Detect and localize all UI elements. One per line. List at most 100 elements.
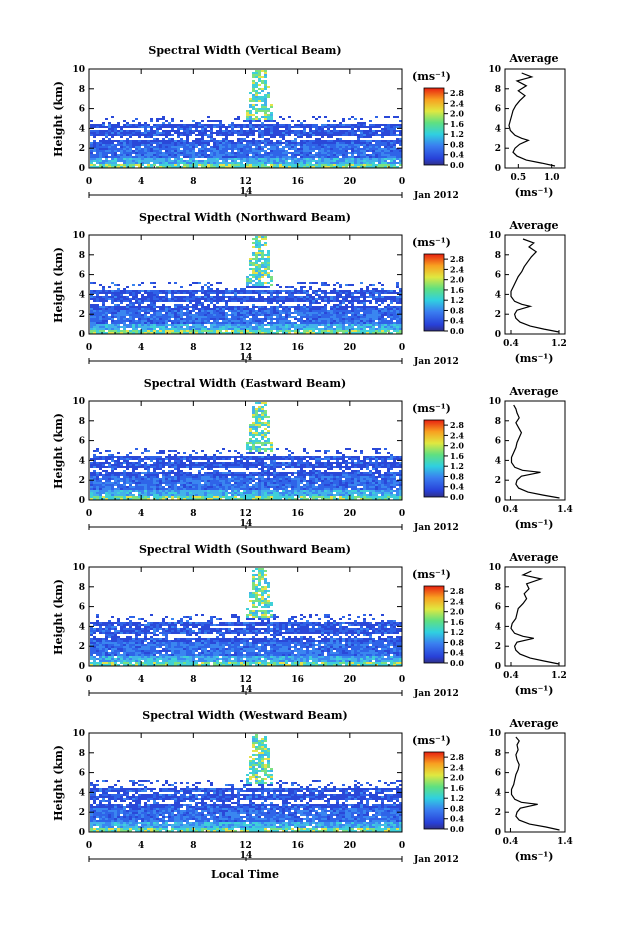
x-tick-label: 4 xyxy=(138,177,144,187)
colorbar xyxy=(423,87,445,166)
average-y-tick-label: 2 xyxy=(495,144,501,154)
x-tick-label: 0 xyxy=(86,343,92,353)
colorbar-tick-label: 0.8 xyxy=(450,803,464,813)
colorbar-unit: (ms⁻¹) xyxy=(412,568,451,581)
average-y-tick-label: 4 xyxy=(495,290,501,300)
average-y-tick-label: 10 xyxy=(488,563,501,573)
date-label: Jan 2012 xyxy=(413,357,459,367)
average-y-tick-label: 2 xyxy=(495,808,501,818)
average-x-tick-label: 0.5 xyxy=(510,173,526,183)
colorbar-tick-label: 0.8 xyxy=(450,139,464,149)
average-title: Average xyxy=(508,385,558,398)
y-axis-label: Height (km) xyxy=(52,745,65,821)
average-x-ticks: 0.4 1.2 xyxy=(503,662,567,681)
y-ticks: 0 2 4 6 8 10 xyxy=(72,563,402,672)
x-tick-label: 12 xyxy=(239,343,252,353)
x-tick-label: 20 xyxy=(344,509,357,519)
colorbar-unit: (ms⁻¹) xyxy=(412,734,451,747)
colorbar-tick-label: 0.8 xyxy=(450,305,464,315)
colorbar-tick-label: 0.8 xyxy=(450,637,464,647)
panel-southward-beam: Spectral Width (Southward Beam) Height (… xyxy=(52,543,567,699)
colorbar-tick-label: 2.0 xyxy=(450,441,464,451)
average-title: Average xyxy=(508,219,558,232)
day-marker: 14 xyxy=(240,685,253,695)
y-tick-label: 0 xyxy=(79,828,85,838)
x-tick-label: 0 xyxy=(86,841,92,851)
average-unit: (ms⁻¹) xyxy=(515,186,554,199)
average-x-ticks: 0.4 1.4 xyxy=(503,496,573,515)
average-unit: (ms⁻¹) xyxy=(515,352,554,365)
y-tick-label: 6 xyxy=(79,437,85,447)
x-ticks: 0 4 8 12 16 20 0 xyxy=(86,567,405,685)
x-tick-label: 16 xyxy=(291,675,304,685)
y-tick-label: 0 xyxy=(79,662,85,672)
heatmap-area xyxy=(90,734,402,832)
average-y-tick-label: 2 xyxy=(495,476,501,486)
y-tick-label: 6 xyxy=(79,769,85,779)
y-axis-label: Height (km) xyxy=(52,579,65,655)
colorbar xyxy=(423,585,445,664)
chart-title: Spectral Width (Northward Beam) xyxy=(139,211,351,224)
average-x-tick-label: 1.0 xyxy=(544,173,560,183)
average-y-tick-label: 8 xyxy=(495,251,501,261)
average-x-tick-label: 0.4 xyxy=(503,505,519,515)
x-tick-label: 0 xyxy=(399,509,405,519)
chart-title: Spectral Width (Vertical Beam) xyxy=(148,44,341,57)
average-y-tick-label: 8 xyxy=(495,749,501,759)
average-y-ticks: 0 2 4 6 8 10 xyxy=(488,231,509,340)
heatmap-area xyxy=(90,236,402,334)
x-tick-label: 0 xyxy=(399,841,405,851)
y-tick-label: 2 xyxy=(79,808,85,818)
day-marker: 14 xyxy=(240,353,253,363)
average-x-ticks: 0.5 1.0 xyxy=(510,164,560,183)
y-tick-label: 10 xyxy=(72,65,85,75)
colorbar-tick-label: 1.2 xyxy=(450,793,464,803)
x-tick-label: 12 xyxy=(239,841,252,851)
date-label: Jan 2012 xyxy=(413,191,459,201)
average-profile-line xyxy=(508,72,556,167)
heatmap-area xyxy=(90,568,402,666)
y-tick-label: 0 xyxy=(79,330,85,340)
colorbar-tick-label: 2.4 xyxy=(450,596,464,606)
colorbar-unit: (ms⁻¹) xyxy=(412,70,451,83)
x-ticks: 0 4 8 12 16 20 0 xyxy=(86,401,405,519)
x-tick-label: 8 xyxy=(190,177,196,187)
average-x-tick-label: 1.2 xyxy=(551,339,567,349)
average-y-tick-label: 4 xyxy=(495,124,501,134)
average-y-tick-label: 8 xyxy=(495,583,501,593)
x-tick-label: 20 xyxy=(344,343,357,353)
colorbar-tick-label: 0.4 xyxy=(450,814,464,824)
y-tick-label: 2 xyxy=(79,476,85,486)
average-profile-line xyxy=(510,238,560,333)
x-ticks: 0 4 8 12 16 20 0 xyxy=(86,733,405,851)
average-x-tick-label: 0.4 xyxy=(503,671,519,681)
x-tick-label: 4 xyxy=(138,675,144,685)
average-y-tick-label: 0 xyxy=(495,662,501,672)
average-y-tick-label: 8 xyxy=(495,85,501,95)
colorbar-tick-label: 2.0 xyxy=(450,275,464,285)
colorbar-tick-label: 0.0 xyxy=(450,326,464,336)
colorbar xyxy=(423,751,445,830)
y-axis-label: Height (km) xyxy=(52,413,65,489)
average-profile-line xyxy=(510,570,560,665)
date-axis: 14 Jan 2012 xyxy=(88,353,459,367)
average-y-tick-label: 6 xyxy=(495,437,501,447)
y-tick-label: 8 xyxy=(79,583,85,593)
y-tick-label: 8 xyxy=(79,749,85,759)
chart-title: Spectral Width (Westward Beam) xyxy=(142,709,347,722)
average-y-tick-label: 0 xyxy=(495,164,501,174)
colorbar-tick-label: 2.8 xyxy=(450,88,464,98)
average-y-tick-label: 2 xyxy=(495,310,501,320)
y-tick-label: 6 xyxy=(79,603,85,613)
colorbar-tick-label: 1.6 xyxy=(450,119,464,129)
average-y-tick-label: 6 xyxy=(495,769,501,779)
x-tick-label: 0 xyxy=(86,177,92,187)
colorbar-tick-label: 1.6 xyxy=(450,451,464,461)
average-y-tick-label: 4 xyxy=(495,622,501,632)
colorbar-tick-label: 2.0 xyxy=(450,773,464,783)
average-y-tick-label: 6 xyxy=(495,105,501,115)
average-y-ticks: 0 2 4 6 8 10 xyxy=(488,397,509,506)
average-profile-line xyxy=(510,404,560,499)
x-tick-label: 16 xyxy=(291,509,304,519)
